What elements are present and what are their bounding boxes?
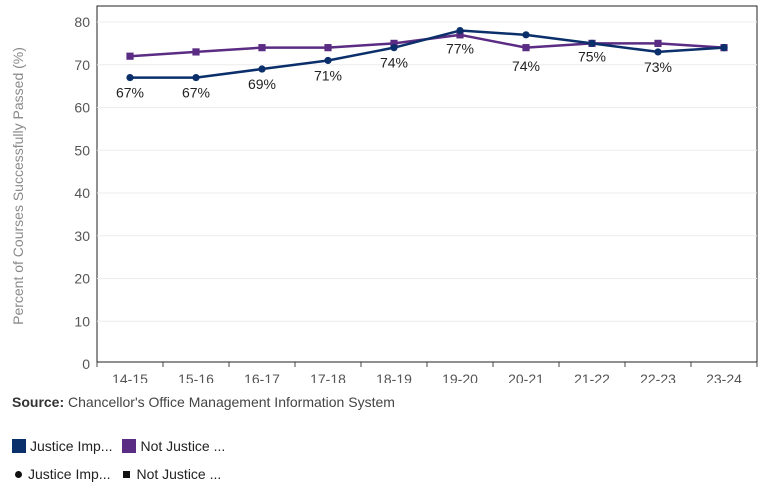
- y-tick-label: 60: [74, 100, 90, 116]
- x-tick-label: 20-21: [508, 371, 544, 383]
- legend-item-not-justice-color[interactable]: Not Justice ...: [122, 438, 225, 454]
- series-point: [258, 44, 266, 52]
- series-point: [522, 31, 530, 39]
- x-tick-label: 14-15: [112, 371, 148, 383]
- data-label: 69%: [248, 76, 276, 92]
- source-text: Chancellor's Office Management Informati…: [68, 394, 395, 410]
- legend-swatch-not-justice: [122, 439, 137, 453]
- legend-shape-label-not-justice: Not Justice ...: [136, 466, 222, 482]
- y-tick-label: 50: [74, 142, 90, 158]
- data-label: 77%: [446, 41, 474, 57]
- data-label: 73%: [644, 59, 672, 75]
- source-key: Source:: [12, 394, 65, 410]
- color-legend: Justice Imp... Not Justice ...: [12, 438, 235, 454]
- series-point: [192, 48, 200, 56]
- legend-label-not-justice: Not Justice ...: [140, 438, 226, 454]
- series-point: [456, 31, 464, 39]
- data-label: 67%: [116, 85, 144, 101]
- data-label: 71%: [314, 67, 342, 83]
- series-line: [130, 29, 725, 79]
- series-point: [324, 44, 332, 52]
- square-marker-icon: [123, 470, 131, 478]
- series-point: [324, 56, 332, 65]
- x-tick-label: 18-19: [376, 371, 412, 383]
- series-point: [126, 73, 134, 82]
- y-tick-label: 20: [74, 271, 90, 287]
- series-point: [654, 48, 662, 56]
- data-label: 74%: [512, 58, 540, 74]
- data-label: 67%: [182, 85, 210, 101]
- series-point: [126, 52, 134, 60]
- circle-marker-icon: [15, 470, 22, 478]
- legend-label-justice: Justice Imp...: [30, 438, 113, 454]
- x-tick-label: 19-20: [442, 371, 478, 383]
- x-tick-label: 17-18: [310, 371, 346, 383]
- series-point: [654, 39, 662, 47]
- series-point: [390, 39, 398, 47]
- series-point: [720, 44, 728, 52]
- y-tick-label: 10: [74, 313, 90, 329]
- series-point: [456, 26, 464, 35]
- series-point: [588, 39, 596, 47]
- legend-item-not-justice-shape[interactable]: Not Justice ...: [120, 466, 221, 482]
- x-tick-label: 21-22: [574, 371, 610, 383]
- y-axis-title: Percent of Courses Successfully Passed (…: [10, 47, 26, 325]
- series-point: [390, 44, 398, 52]
- data-label: 74%: [380, 55, 408, 71]
- x-tick-label: 16-17: [244, 371, 280, 383]
- legend-item-justice-color[interactable]: Justice Imp...: [12, 438, 112, 454]
- series-point: [192, 73, 200, 82]
- y-tick-label: 30: [74, 228, 90, 244]
- y-tick-label: 40: [74, 185, 90, 201]
- x-tick-label: 15-16: [178, 371, 214, 383]
- series-point: [258, 65, 266, 73]
- series-point: [522, 44, 530, 52]
- legend-item-justice-shape[interactable]: Justice Imp...: [12, 466, 110, 482]
- y-tick-label: 70: [74, 57, 90, 73]
- source-line: Source: Chancellor's Office Management I…: [12, 394, 395, 410]
- y-tick-label: 80: [74, 14, 90, 30]
- y-tick-label: 0: [82, 356, 90, 372]
- legend-shape-label-justice: Justice Imp...: [28, 466, 111, 482]
- line-chart: 0 10 20 30 40 50 60 70 80 Percent of Courses Succ…: [10, 5, 758, 383]
- shape-legend: Justice Imp... Not Justice ...: [12, 466, 231, 482]
- x-tick-label: 22-23: [640, 371, 676, 383]
- x-tick-label: 23-24: [706, 371, 742, 383]
- data-label: 75%: [578, 48, 606, 64]
- legend-swatch-justice: [12, 439, 26, 453]
